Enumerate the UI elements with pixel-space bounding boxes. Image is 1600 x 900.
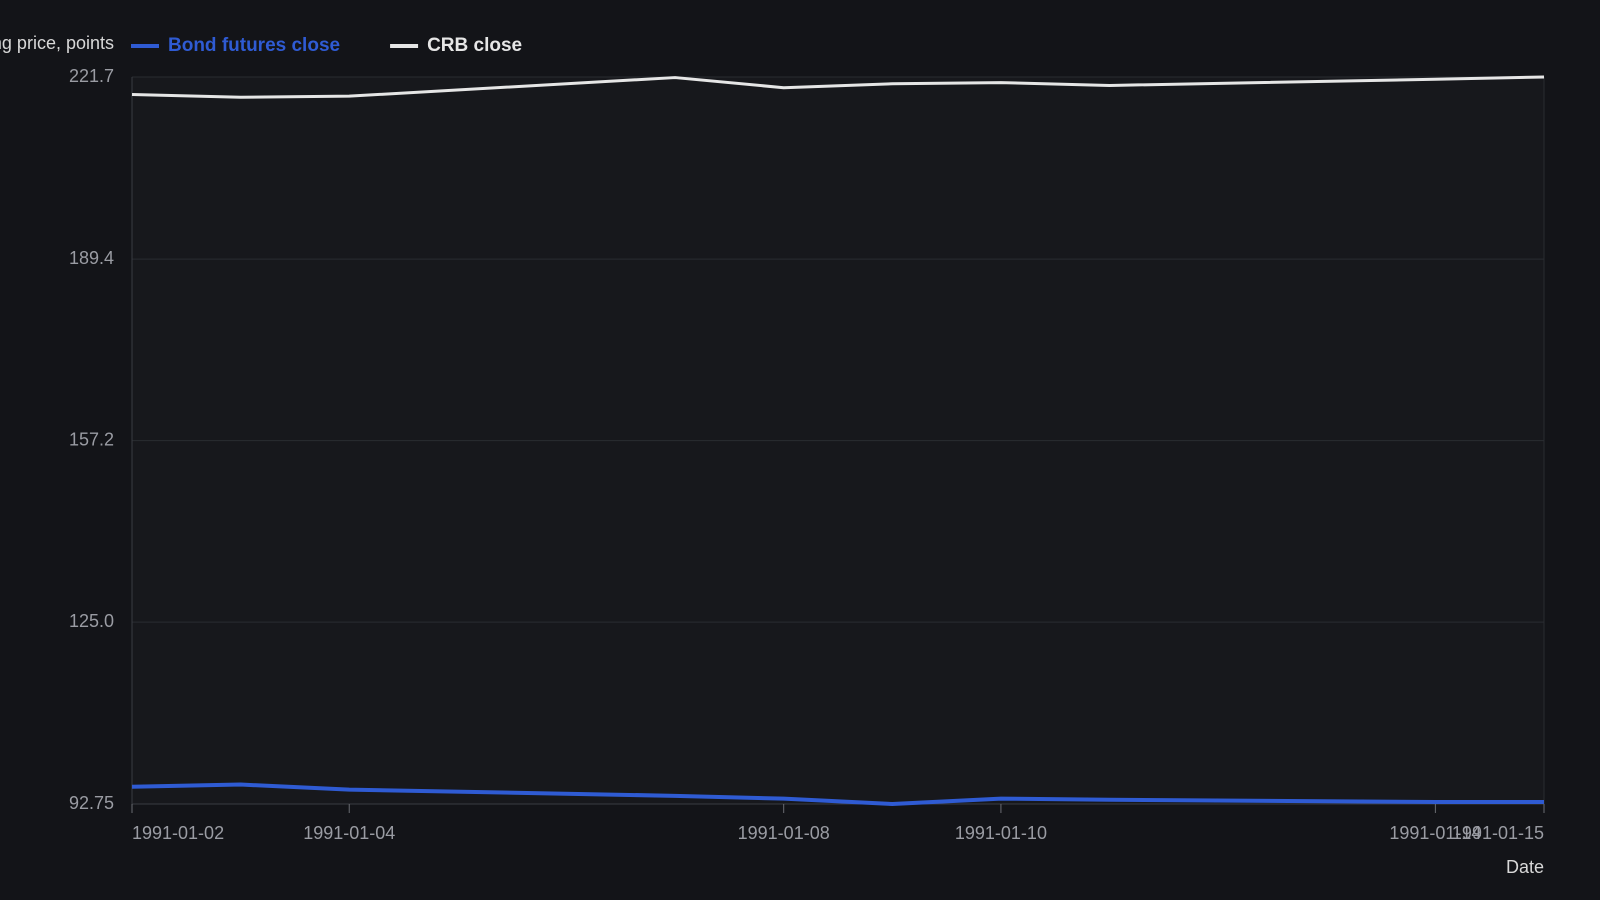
legend-label: Bond futures close — [168, 35, 340, 56]
y-tick-label: 221.7 — [69, 66, 114, 86]
y-tick-label: 92.75 — [69, 793, 114, 813]
y-tick-label: 125.0 — [69, 611, 114, 631]
x-tick-label: 1991-01-04 — [303, 823, 395, 843]
x-axis-label: Date — [1506, 857, 1544, 877]
y-tick-label: 157.2 — [69, 429, 114, 449]
x-tick-label: 1991-01-08 — [738, 823, 830, 843]
line-series — [131, 75, 1545, 99]
x-tick-label: 1991-01-15 — [1452, 823, 1544, 843]
y-axis-label: Closing price, points — [0, 33, 114, 53]
x-tick-label: 1991-01-14 — [1389, 823, 1481, 843]
legend-label: CRB close — [427, 35, 522, 56]
x-tick-label: 1991-01-10 — [955, 823, 1047, 843]
y-tick-label: 189.4 — [69, 248, 114, 268]
x-tick-label: 1991-01-02 — [132, 823, 224, 843]
line-series — [131, 782, 1544, 806]
